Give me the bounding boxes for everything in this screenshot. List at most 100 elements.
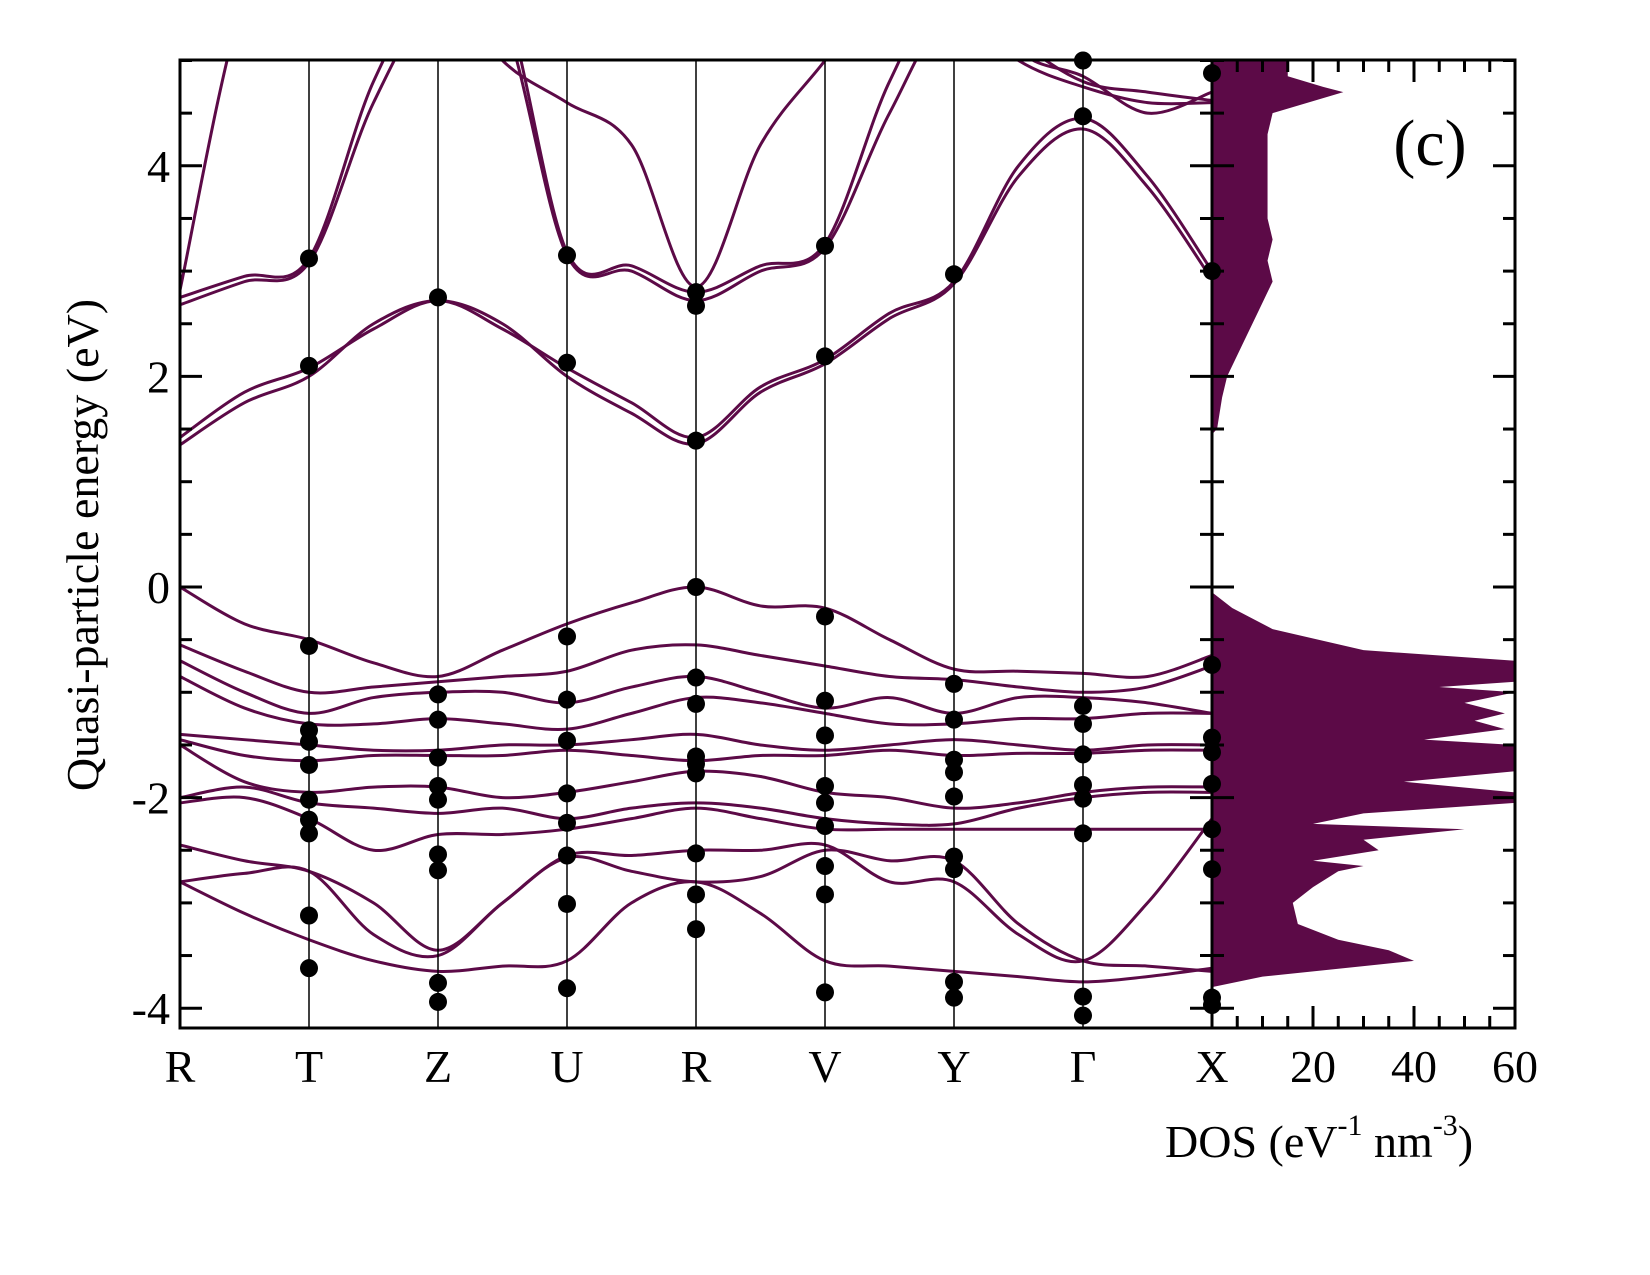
data-point — [816, 607, 834, 626]
data-point — [429, 790, 447, 809]
data-point — [429, 861, 447, 880]
data-point — [300, 824, 318, 843]
data-point — [1074, 696, 1092, 715]
dos-x-tick-label: 40 — [1391, 1041, 1437, 1092]
data-point — [300, 636, 318, 655]
data-point — [945, 860, 963, 879]
data-point — [558, 627, 576, 646]
data-point — [558, 731, 576, 750]
data-point — [816, 726, 834, 745]
data-point — [945, 787, 963, 806]
data-point — [1074, 789, 1092, 808]
k-point-label-2: Z — [424, 1041, 452, 1092]
data-point — [429, 777, 447, 796]
tick-labels: -4 -2 0 2 4 R T Z U R V Y Γ X 20 40 60 — [132, 141, 1538, 1092]
data-point — [816, 236, 834, 255]
data-point — [558, 246, 576, 265]
band-line-3 — [180, 60, 1212, 299]
data-point — [687, 844, 705, 863]
data-point — [429, 992, 447, 1011]
data-point — [687, 668, 705, 687]
data-point — [687, 296, 705, 315]
data-point — [558, 846, 576, 865]
data-point — [945, 972, 963, 991]
data-point — [429, 288, 447, 307]
data-point — [816, 691, 834, 710]
dos-title-end: ) — [1458, 1116, 1473, 1167]
data-point — [816, 857, 834, 876]
data-point — [1074, 107, 1092, 126]
data-point — [300, 356, 318, 375]
data-point — [945, 847, 963, 866]
data-point — [1074, 987, 1092, 1006]
data-point — [945, 988, 963, 1007]
plot-frame — [178, 58, 1517, 1030]
k-point-label-5: V — [808, 1041, 841, 1092]
dos-title-mid: nm — [1362, 1116, 1433, 1167]
k-point-lines — [308, 60, 1084, 1028]
k-point-label-0: R — [165, 1041, 196, 1092]
y-tick-label: -4 — [132, 983, 170, 1034]
data-point — [300, 732, 318, 751]
data-point — [429, 748, 447, 767]
data-point — [687, 431, 705, 450]
data-point — [816, 347, 834, 366]
y-axis-title: Quasi-particle energy (eV) — [57, 299, 108, 791]
data-point — [558, 979, 576, 998]
band-line-4 — [180, 60, 1212, 291]
y-tick-label: 0 — [147, 562, 170, 613]
data-point — [687, 283, 705, 302]
data-point — [945, 265, 963, 284]
y-tick-label: 4 — [147, 141, 170, 192]
data-point — [945, 674, 963, 693]
data-point — [1074, 745, 1092, 764]
k-point-label-7: Γ — [1070, 1041, 1097, 1092]
k-point-label-8: X — [1195, 1041, 1228, 1092]
k-point-label-1: T — [295, 1041, 323, 1092]
y-tick-label: -2 — [132, 773, 170, 824]
dos-x-tick-label: 60 — [1492, 1041, 1538, 1092]
data-point — [300, 755, 318, 774]
data-point — [558, 353, 576, 372]
data-point — [300, 790, 318, 809]
data-point — [945, 710, 963, 729]
data-point — [816, 793, 834, 812]
data-point — [300, 906, 318, 925]
band-line-2 — [180, 60, 1212, 307]
data-point — [945, 750, 963, 769]
data-point — [687, 694, 705, 713]
data-point — [558, 813, 576, 832]
dos-conduction-area — [1212, 60, 1344, 435]
dos-fill — [1212, 60, 1515, 988]
data-point — [1074, 714, 1092, 733]
data-point — [945, 763, 963, 782]
data-dots — [300, 51, 1221, 1025]
k-point-label-6: Y — [937, 1041, 970, 1092]
data-point — [300, 249, 318, 268]
data-point — [558, 690, 576, 709]
data-point — [429, 710, 447, 729]
panel-label: (c) — [1393, 107, 1466, 180]
data-point — [687, 578, 705, 596]
band-line-0 — [180, 127, 1212, 447]
data-point — [429, 685, 447, 704]
data-point — [429, 845, 447, 864]
data-point — [558, 784, 576, 803]
data-point — [429, 973, 447, 992]
data-point — [1074, 824, 1092, 843]
data-point — [300, 959, 318, 978]
y-tick-label: 2 — [147, 351, 170, 402]
k-point-label-3: U — [550, 1041, 583, 1092]
data-point — [816, 817, 834, 836]
dos-x-tick-label: 20 — [1290, 1041, 1336, 1092]
axes — [178, 58, 1517, 1030]
data-point — [1074, 775, 1092, 794]
data-point — [1074, 1006, 1092, 1025]
dos-valence-area — [1212, 592, 1515, 988]
dos-title-sup2: -3 — [1433, 1109, 1458, 1142]
k-point-label-4: R — [681, 1041, 712, 1092]
data-point — [558, 894, 576, 913]
band-line-1 — [180, 116, 1212, 439]
data-point — [687, 764, 705, 783]
